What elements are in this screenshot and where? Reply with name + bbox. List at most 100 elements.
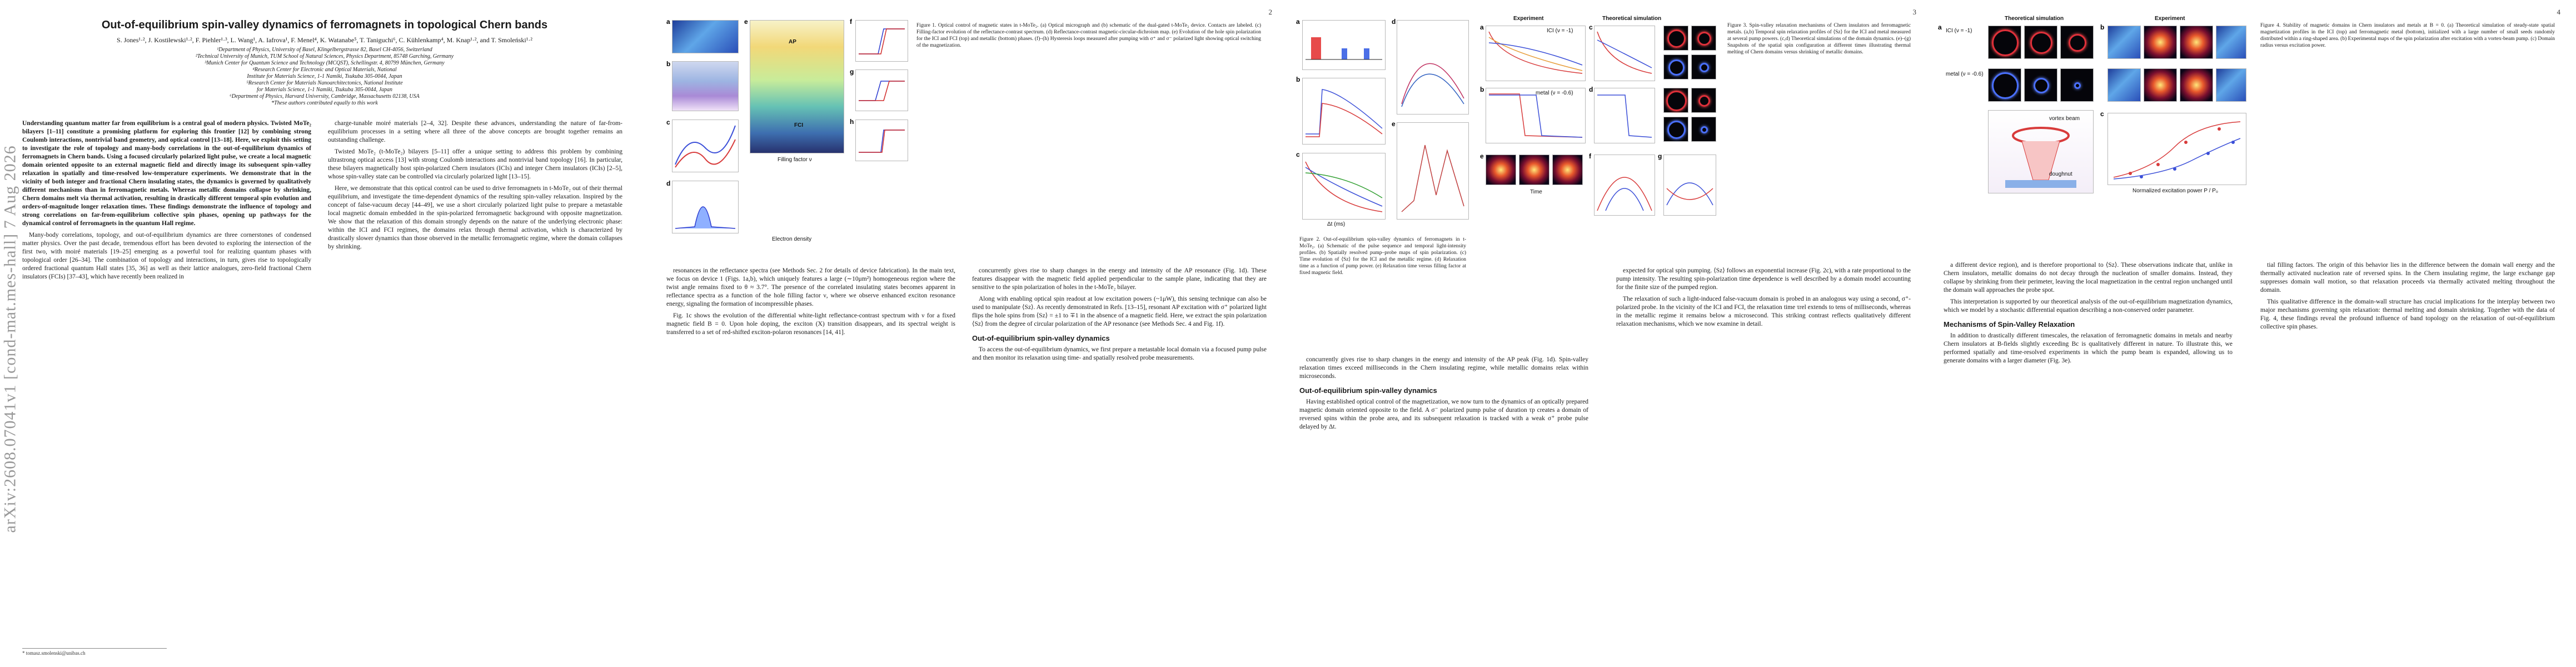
figure-1c-energy-diagram <box>672 120 739 172</box>
body-paragraph: concurrently gives rise to sharp changes… <box>1299 356 1588 380</box>
experiment-map <box>2180 26 2213 59</box>
ici-legend: ICI (ν = -1) <box>1547 28 1573 34</box>
theory-title: Theoretical simulation <box>1602 16 1662 22</box>
body-paragraph: Having established optical control of th… <box>1299 399 1588 430</box>
electron-density-axis-label: Electron density <box>772 236 812 242</box>
domain-profile-graphic <box>1597 177 1652 211</box>
affiliation-line: Institute for Materials Science, 1-1 Nam… <box>247 73 402 79</box>
page-4: 4 Theoretical simulation Experiment a IC… <box>1932 0 2576 667</box>
metal-theory-graphic <box>1597 94 1652 138</box>
figure-3b-metal-relaxation <box>1486 88 1586 143</box>
hysteresis-loop-graphic <box>859 28 905 54</box>
snapshot-image <box>1663 26 1688 51</box>
page-1: arXiv:2608.07041v1 [cond-mat.mes-hall] 7… <box>0 0 644 667</box>
metal-decay-graphic <box>1489 93 1583 138</box>
figure-1-caption: Figure 1. Optical control of magnetic st… <box>916 23 1261 48</box>
body-paragraph: resonances in the reflectance spectra (s… <box>666 267 955 307</box>
theory-snapshot <box>1988 26 2021 59</box>
arxiv-stamp: arXiv:2608.07041v1 [cond-mat.mes-hall] 7… <box>1 145 19 532</box>
body-paragraph: Along with enabling optical spin readout… <box>972 296 1267 327</box>
body-paragraph: concurrently gives rise to sharp changes… <box>972 267 1267 291</box>
snapshot-image <box>1691 26 1716 51</box>
figure-3e-heatmap <box>1519 155 1549 185</box>
experiment-map <box>2107 26 2141 59</box>
metal-row-label: metal (ν = -0.6) <box>1946 71 1984 77</box>
panel-label: b <box>1296 76 1301 83</box>
peak-curve-graphic <box>675 206 736 229</box>
body-column-left: concurrently gives rise to sharp changes… <box>1299 356 1588 435</box>
body-paragraph: This interpretation is supported by our … <box>1944 298 2233 313</box>
snapshot-image <box>1691 117 1716 142</box>
panel-label: a <box>666 18 670 26</box>
excitation-power-axis-label: Normalized excitation power P / P₀ <box>2132 188 2219 194</box>
panel-label: a <box>1938 23 1942 31</box>
figure-1f-hysteresis <box>855 20 908 62</box>
delay-axis-label: Δt (ms) <box>1327 221 1346 227</box>
figure-1b-device-schematic <box>672 61 739 111</box>
paper-title: Out-of-equilibrium spin-valley dynamics … <box>101 19 548 31</box>
figure-3f-domain-profile <box>1594 155 1655 216</box>
body-paragraph: a different device region), and is there… <box>1944 262 2233 293</box>
figure-1e-spectra-maps <box>750 20 844 153</box>
affiliation-line: ¹Department of Physics, University of Ba… <box>217 47 432 53</box>
ap-label: AP <box>789 39 796 45</box>
body-paragraph: In addition to drastically different tim… <box>1944 332 2233 364</box>
body-column-right: expected for optical spin pumping. ⟨Sz⟩ … <box>1616 267 1911 332</box>
decay-curve-graphic <box>1305 161 1383 212</box>
body-paragraph: expected for optical spin pumping. ⟨Sz⟩ … <box>1616 267 1911 291</box>
panel-label: b <box>666 60 671 68</box>
theory-section-title: Theoretical simulation <box>2005 16 2064 22</box>
section-heading: Out-of-equilibrium spin-valley dynamics <box>972 334 1110 342</box>
figure-3e-heatmap <box>1486 155 1516 185</box>
relaxation-filling-graphic <box>1401 145 1464 212</box>
abstract-text: Understanding quantum matter far from eq… <box>22 120 311 227</box>
body-column-left: a different device region), and is there… <box>1944 261 2233 369</box>
snapshot-image <box>1663 88 1688 113</box>
ici-row-label: ICI (ν = -1) <box>1946 28 1972 34</box>
panel-label: b <box>1480 86 1484 93</box>
figure-3e-heatmap <box>1552 155 1583 185</box>
panel-label: f <box>1589 152 1591 160</box>
figure-4-caption: Figure 4. Stability of magnetic domains … <box>2260 23 2555 48</box>
figure-2: a b c d e <box>1294 17 1472 228</box>
snapshot-image <box>1663 117 1688 142</box>
body-paragraph: charge-tunable moiré materials [2–4, 32]… <box>328 120 622 143</box>
hysteresis-loop-graphic <box>859 130 905 153</box>
snapshot-image <box>1663 54 1688 79</box>
panel-label: a <box>1480 23 1484 31</box>
panel-label: d <box>666 180 671 187</box>
panel-label: c <box>1296 151 1300 158</box>
panel-label: g <box>850 68 854 76</box>
theory-snapshot <box>2060 68 2094 102</box>
body-paragraph: To access the out-of-equilibrium dynamic… <box>972 346 1267 361</box>
radius-power-graphic <box>2113 121 2241 180</box>
experiment-map <box>2180 68 2213 102</box>
band-curve-graphic <box>675 125 736 168</box>
affiliation-line: for Materials Science, 1-1 Namiki, Tsuku… <box>256 87 393 93</box>
figure-1a-device-micrograph <box>672 20 739 53</box>
panel-label: a <box>1296 18 1300 26</box>
hysteresis-loop-graphic <box>859 81 905 101</box>
ici-theory-graphic <box>1597 31 1652 74</box>
body-paragraph: The relaxation of such a light-induced f… <box>1616 296 1911 327</box>
body-column-right: concurrently gives rise to sharp changes… <box>972 267 1267 366</box>
filling-factor-axis-label: Filling factor ν <box>778 157 812 163</box>
figure-3c-ici-theory <box>1594 26 1655 81</box>
body-column-left: resonances in the reflectance spectra (s… <box>666 267 955 340</box>
page-number: 4 <box>2557 8 2561 16</box>
theory-snapshot <box>1988 68 2021 102</box>
vortex-beam-label: vortex beam <box>2049 116 2080 122</box>
panel-label: g <box>1658 152 1662 160</box>
panel-label: c <box>2100 110 2104 118</box>
metal-legend: metal (ν = -0.6) <box>1536 90 1573 96</box>
figure-4: Theoretical simulation Experiment a ICI … <box>1938 16 2249 199</box>
panel-label: e <box>1392 120 1396 128</box>
figure-3d-metal-theory <box>1594 88 1655 143</box>
experiment-map <box>2216 68 2246 102</box>
snapshot-image <box>1691 88 1716 113</box>
affiliation-line: ²Technical University of Munich, TUM Sch… <box>195 53 454 59</box>
theory-snapshot <box>2024 26 2057 59</box>
body-column-right: charge-tunable moiré materials [2–4, 32]… <box>328 120 622 255</box>
figure-2a-pulse-scheme <box>1302 20 1386 70</box>
affiliations: ¹Department of Physics, University of Ba… <box>22 47 627 107</box>
